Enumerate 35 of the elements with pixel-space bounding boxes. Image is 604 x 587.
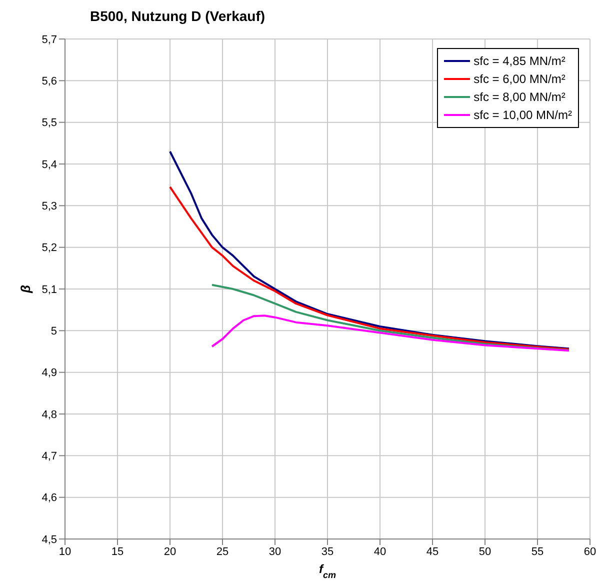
x-tick-label: 15 xyxy=(111,546,124,558)
x-tick-label: 55 xyxy=(531,546,544,558)
legend-label: sfc = 10,00 MN/m² xyxy=(474,108,572,122)
x-tick-label: 10 xyxy=(58,546,72,558)
x-tick-label: 30 xyxy=(268,546,282,558)
chart-title: B500, Nutzung D (Verkauf) xyxy=(90,8,266,24)
y-tick-label: 5,2 xyxy=(42,242,57,254)
x-tick-label: 50 xyxy=(478,546,492,558)
x-tick-label: 35 xyxy=(321,546,334,558)
legend-label: sfc = 6,00 MN/m² xyxy=(474,72,566,86)
x-tick-label: 45 xyxy=(426,546,439,558)
y-tick-label: 4,8 xyxy=(42,408,57,421)
x-tick-label: 60 xyxy=(584,546,596,558)
x-tick-label: 25 xyxy=(216,546,229,558)
y-tick-label: 5,4 xyxy=(42,158,57,171)
y-tick-label: 5 xyxy=(50,326,57,338)
y-tick-label: 5,5 xyxy=(42,117,57,130)
y-tick-label: 4,5 xyxy=(42,534,57,546)
x-tick-label: 20 xyxy=(164,546,176,558)
y-tick-label: 5,7 xyxy=(42,34,57,46)
line-series xyxy=(211,284,570,352)
y-tick-label: 4,7 xyxy=(42,450,57,463)
y-tick-label: 4,9 xyxy=(42,367,57,380)
y-tick-label: 5,3 xyxy=(42,200,57,213)
y-axis-title: β xyxy=(18,284,33,294)
x-axis-title: f$_{cm}$ xyxy=(318,562,336,580)
legend-label: sfc = 4,85 MN/m² xyxy=(474,54,566,68)
legend-label: sfc = 8,00 MN/m² xyxy=(474,90,566,104)
x-tick-label: 40 xyxy=(374,546,386,558)
y-tick-label: 5,6 xyxy=(42,76,57,88)
y-tick-label: 5,1 xyxy=(42,284,57,296)
line-series xyxy=(211,314,570,352)
line-series xyxy=(169,150,570,350)
line-series xyxy=(169,186,570,350)
y-tick-label: 4,6 xyxy=(42,492,57,504)
